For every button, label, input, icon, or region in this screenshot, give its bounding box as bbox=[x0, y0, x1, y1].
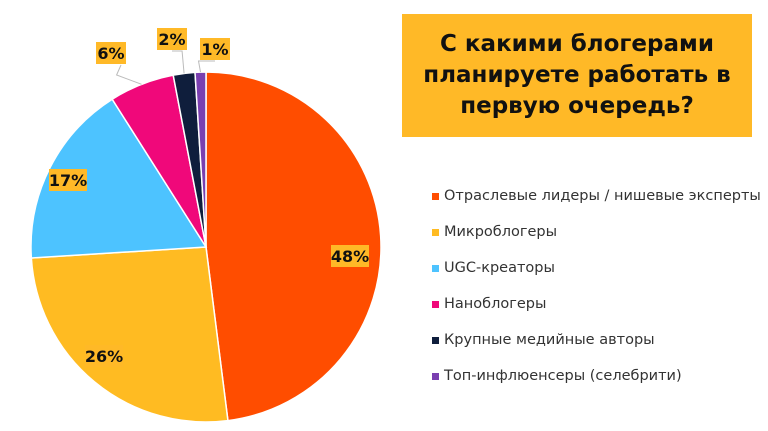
legend: Отраслевые лидеры / нишевые эксперты Микр… bbox=[432, 178, 761, 394]
data-label: 48% bbox=[331, 245, 369, 267]
legend-label: Наноблогеры bbox=[444, 296, 547, 312]
legend-item: Отраслевые лидеры / нишевые эксперты bbox=[432, 178, 761, 214]
legend-swatch bbox=[432, 264, 439, 272]
pie-chart: 48% 26% 17% 6% 2% 1% bbox=[30, 28, 382, 423]
legend-label: Крупные медийные авторы bbox=[444, 332, 655, 348]
legend-item: Наноблогеры bbox=[432, 286, 761, 322]
legend-item: Топ-инфлюенсеры (селебрити) bbox=[432, 358, 761, 394]
data-label-text: 1% bbox=[201, 40, 228, 59]
data-label: 17% bbox=[49, 169, 87, 191]
legend-swatch bbox=[432, 336, 439, 344]
pie-slice bbox=[194, 71, 207, 248]
data-label-text: 26% bbox=[85, 347, 123, 366]
data-label-bg bbox=[49, 169, 87, 191]
data-label-bg bbox=[96, 42, 126, 64]
chart-title-box: С какими блогерами планируете работать в… bbox=[402, 14, 752, 137]
chart-title: С какими блогерами планируете работать в… bbox=[423, 31, 731, 119]
legend-swatch bbox=[432, 192, 439, 200]
legend-item: Крупные медийные авторы bbox=[432, 322, 761, 358]
data-label-bg bbox=[85, 345, 123, 367]
data-label: 6% bbox=[96, 42, 126, 64]
data-label: 1% bbox=[200, 38, 230, 60]
data-label-bg bbox=[331, 245, 369, 267]
legend-swatch bbox=[432, 372, 439, 380]
legend-label: Отраслевые лидеры / нишевые эксперты bbox=[444, 188, 761, 204]
data-label-bg bbox=[157, 28, 187, 50]
leader-line bbox=[115, 64, 142, 85]
data-label: 26% bbox=[85, 345, 123, 367]
legend-swatch bbox=[432, 300, 439, 308]
data-label-text: 17% bbox=[49, 171, 87, 190]
legend-item: UGC-креаторы bbox=[432, 250, 761, 286]
legend-label: Топ-инфлюенсеры (селебрити) bbox=[444, 368, 682, 384]
leader-line bbox=[197, 60, 215, 73]
data-label-text: 48% bbox=[331, 247, 369, 266]
legend-swatch bbox=[432, 228, 439, 236]
data-label-text: 6% bbox=[97, 44, 124, 63]
pie-slice bbox=[30, 98, 208, 259]
leader-line bbox=[172, 50, 185, 74]
data-label: 2% bbox=[157, 28, 187, 50]
pie-slice bbox=[205, 71, 382, 422]
data-label-text: 2% bbox=[158, 30, 185, 49]
legend-item: Микроблогеры bbox=[432, 214, 761, 250]
legend-label: Микроблогеры bbox=[444, 224, 558, 240]
data-label-bg bbox=[200, 38, 230, 60]
legend-label: UGC-креаторы bbox=[444, 260, 555, 276]
pie-slice bbox=[30, 246, 229, 423]
